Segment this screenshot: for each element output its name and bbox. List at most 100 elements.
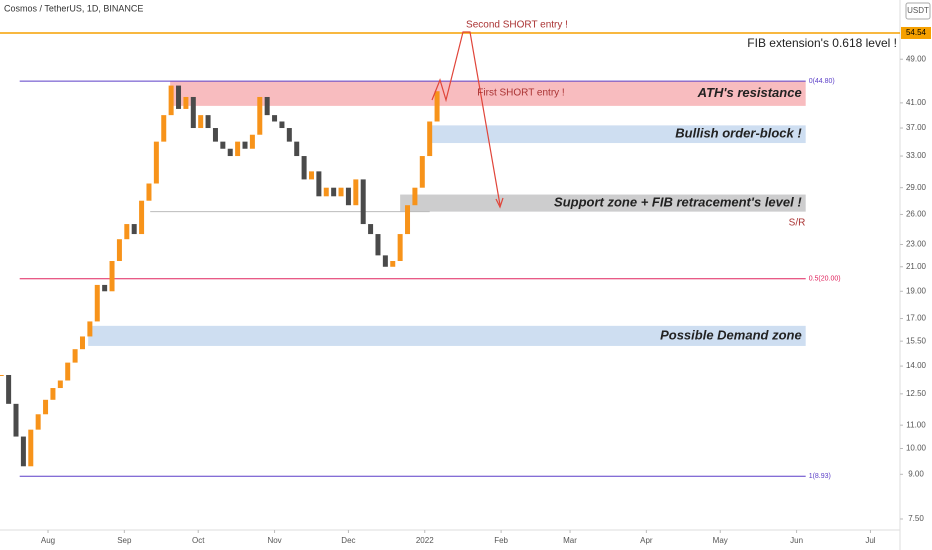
candle bbox=[183, 96, 189, 109]
candle bbox=[43, 399, 49, 415]
arrow-head bbox=[495, 197, 504, 209]
y-tick-label: 23.00 bbox=[906, 240, 927, 249]
x-tick-label: Apr bbox=[640, 536, 653, 545]
candle bbox=[146, 183, 152, 201]
y-tick-label: 10.00 bbox=[906, 444, 927, 453]
x-tick-label: Aug bbox=[41, 536, 55, 545]
candle bbox=[102, 284, 108, 292]
zone-label: Support zone + FIB retracement's level ! bbox=[554, 195, 802, 210]
zone-label: Possible Demand zone bbox=[660, 327, 802, 342]
y-tick-label: 19.00 bbox=[906, 286, 927, 295]
x-tick-label: May bbox=[713, 536, 728, 545]
candle bbox=[57, 380, 63, 389]
candle bbox=[153, 141, 159, 184]
x-tick-label: Nov bbox=[267, 536, 281, 545]
candle bbox=[308, 171, 314, 180]
candle bbox=[375, 234, 381, 256]
candle bbox=[28, 429, 34, 467]
y-tick-label: 21.00 bbox=[906, 262, 927, 271]
level-label: S/R bbox=[789, 217, 806, 228]
candle bbox=[264, 96, 270, 116]
y-tick-label: 12.50 bbox=[906, 389, 927, 398]
candle bbox=[124, 224, 130, 240]
candle bbox=[434, 91, 440, 122]
candle bbox=[72, 349, 78, 363]
y-tick-label: 7.50 bbox=[908, 514, 924, 523]
candle bbox=[212, 128, 218, 142]
candle bbox=[161, 115, 167, 142]
level-label: 0.5(20.00) bbox=[809, 276, 841, 283]
y-tick-label: 33.00 bbox=[906, 151, 927, 160]
zone bbox=[400, 194, 806, 212]
candle bbox=[412, 187, 418, 206]
candle bbox=[345, 187, 351, 206]
zone bbox=[430, 125, 806, 144]
candle bbox=[94, 284, 100, 322]
candle bbox=[65, 362, 71, 381]
zone-label: ATH's resistance bbox=[697, 85, 802, 100]
candle bbox=[176, 85, 182, 109]
y-tick-label: 37.00 bbox=[906, 123, 927, 132]
x-tick-label: Sep bbox=[117, 536, 132, 545]
price-tag-label: 54.54 bbox=[906, 28, 927, 37]
y-tick-label: 15.50 bbox=[906, 336, 927, 345]
annotation: Second SHORT entry ! bbox=[466, 20, 568, 31]
chart-title: Cosmos / TetherUS, 1D, BINANCE bbox=[4, 3, 143, 13]
candle bbox=[294, 141, 300, 157]
currency: USDT bbox=[907, 6, 929, 15]
x-tick-label: Feb bbox=[494, 536, 508, 545]
candle bbox=[405, 205, 411, 235]
candle bbox=[220, 141, 226, 149]
y-tick-label: 49.00 bbox=[906, 54, 927, 63]
x-tick-label: Mar bbox=[563, 536, 577, 545]
y-tick-label: 17.00 bbox=[906, 314, 927, 323]
x-tick-label: Jun bbox=[790, 536, 803, 545]
candle bbox=[190, 96, 196, 129]
x-tick-label: Oct bbox=[192, 536, 205, 545]
candle bbox=[257, 96, 263, 135]
candle bbox=[323, 187, 329, 197]
candle bbox=[109, 261, 115, 292]
x-tick-label: 2022 bbox=[416, 536, 434, 545]
projection-arrow bbox=[431, 31, 501, 206]
candle bbox=[205, 115, 211, 129]
y-tick-label: 9.00 bbox=[908, 469, 924, 478]
y-tick-label: 29.00 bbox=[906, 183, 927, 192]
candle bbox=[419, 156, 425, 188]
candle bbox=[249, 134, 255, 149]
annotation: FIB extension's 0.618 level ! bbox=[747, 36, 897, 50]
candle bbox=[50, 388, 56, 400]
candle bbox=[35, 414, 41, 430]
candle bbox=[227, 148, 233, 157]
x-tick-label: Dec bbox=[341, 536, 355, 545]
candle bbox=[301, 156, 307, 180]
zone bbox=[170, 81, 806, 106]
y-tick-label: 11.00 bbox=[906, 420, 926, 429]
y-tick-label: 41.00 bbox=[906, 98, 927, 107]
candle bbox=[242, 141, 248, 149]
candle bbox=[139, 200, 145, 235]
candle bbox=[131, 224, 137, 235]
candle bbox=[382, 255, 388, 267]
x-tick-label: Jul bbox=[865, 536, 875, 545]
level-label: 0(44.80) bbox=[809, 78, 835, 85]
candle bbox=[390, 261, 396, 267]
candle bbox=[116, 239, 122, 262]
candle bbox=[427, 121, 433, 157]
y-tick-label: 14.00 bbox=[906, 361, 927, 370]
candle bbox=[6, 374, 12, 404]
zone-label: Bullish order-block ! bbox=[675, 126, 802, 141]
level-label: 1(8.93) bbox=[809, 473, 831, 480]
candle bbox=[79, 336, 85, 350]
price-tag bbox=[901, 26, 931, 39]
candle bbox=[198, 115, 204, 129]
annotation: First SHORT entry ! bbox=[477, 88, 564, 99]
candle bbox=[286, 128, 292, 142]
candle bbox=[360, 179, 366, 225]
y-tick-label: 26.00 bbox=[906, 210, 927, 219]
candle bbox=[87, 321, 93, 337]
candle bbox=[368, 224, 374, 235]
candle bbox=[316, 171, 322, 197]
candle bbox=[235, 141, 241, 157]
